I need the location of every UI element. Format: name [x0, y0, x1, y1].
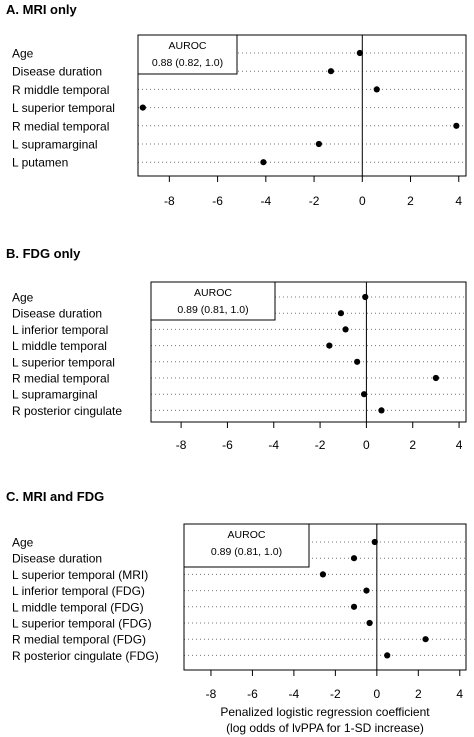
row-label: L middle temporal: [12, 339, 107, 353]
x-tick-label: -2: [309, 194, 320, 208]
chart-panel-1: A. MRI only AUROC 0.88 (0.82, 1.0) Age Disea…: [6, 2, 467, 208]
x-tick-label: 0: [359, 194, 366, 208]
panel-title: B. FDG only: [6, 246, 81, 261]
panel-title: C. MRI and FDG: [6, 489, 104, 504]
data-point: [350, 555, 358, 562]
data-point: [362, 293, 369, 301]
row-label: L putamen: [12, 156, 68, 170]
data-point: [422, 636, 429, 643]
chart-panel-3: C. MRI and FDG AUROC 0.89 (0.81, 1.0) Age Di…: [6, 489, 467, 735]
row-label: Disease duration: [12, 307, 102, 321]
row-label: R posterior cingulate (FDG): [12, 649, 159, 663]
data-point: [384, 652, 391, 659]
x-tick-label: -8: [164, 194, 175, 208]
row-label: Age: [12, 47, 34, 61]
x-tick-label: 2: [415, 687, 422, 701]
x-tick-label: 4: [455, 194, 462, 208]
row-label: L inferior temporal (FDG): [12, 584, 145, 598]
x-tick-label: 4: [456, 438, 463, 452]
data-point: [432, 374, 439, 382]
x-tick-label: 2: [407, 194, 414, 208]
row-label: Disease duration: [12, 65, 102, 79]
x-axis-title: Penalized logistic regression coefficien…: [220, 705, 430, 719]
row-label: L superior temporal (FDG): [12, 617, 152, 631]
data-point: [315, 140, 322, 148]
x-tick-label: 0: [373, 687, 380, 701]
data-point: [360, 391, 368, 398]
data-point: [354, 358, 361, 365]
data-point: [139, 104, 146, 111]
row-label: Age: [12, 291, 34, 305]
data-point: [319, 571, 327, 578]
data-point: [327, 68, 335, 75]
x-tick-label: 4: [456, 687, 463, 701]
x-tick-label: -2: [315, 438, 326, 452]
row-label: L middle temporal (FDG): [12, 600, 144, 614]
data-point: [350, 603, 358, 610]
auroc-box: [137, 34, 238, 75]
data-point: [363, 587, 370, 594]
data-point: [378, 407, 385, 414]
auroc-label: AUROC: [228, 529, 266, 541]
data-point: [342, 326, 349, 333]
row-label: R medial temporal: [12, 372, 109, 386]
row-label: L supramarginal: [12, 138, 98, 152]
row-label: R medial temporal (FDG): [12, 633, 146, 647]
row-label: R medial temporal: [12, 119, 109, 133]
row-label: L supramarginal: [12, 388, 98, 402]
auroc-label: AUROC: [169, 40, 207, 52]
row-label: R middle temporal: [12, 83, 109, 97]
auroc-box: [150, 281, 276, 321]
x-tick-label: -4: [268, 438, 279, 452]
x-tick-label: -2: [330, 687, 341, 701]
x-tick-label: -6: [212, 194, 223, 208]
data-point: [453, 122, 460, 129]
row-label: Age: [12, 536, 34, 550]
row-label: L superior temporal: [12, 355, 115, 369]
row-label: L inferior temporal: [12, 323, 108, 337]
auroc-label: AUROC: [194, 287, 232, 299]
x-tick-label: -4: [260, 194, 271, 208]
data-point: [373, 86, 380, 93]
data-point: [337, 310, 345, 317]
x-tick-label: -8: [176, 438, 187, 452]
data-point: [356, 49, 363, 57]
row-label: R posterior cingulate: [12, 404, 122, 418]
auroc-value: 0.89 (0.81, 1.0): [211, 546, 282, 558]
chart-panel-2: B. FDG only AUROC 0.89 (0.81, 1.0) Age Disea…: [6, 246, 467, 452]
row-label: L superior temporal (MRI): [12, 568, 148, 582]
x-tick-label: 0: [363, 438, 370, 452]
auroc-value: 0.88 (0.82, 1.0): [152, 57, 223, 69]
data-point: [260, 159, 267, 166]
panel-title: A. MRI only: [6, 2, 78, 17]
auroc-box: [183, 523, 310, 568]
x-axis-title: (log odds of lvPPA for 1-SD increase): [226, 721, 424, 735]
x-tick-label: 2: [409, 438, 416, 452]
x-tick-label: -4: [289, 687, 300, 701]
x-tick-label: -6: [247, 687, 258, 701]
x-tick-label: -8: [206, 687, 217, 701]
data-point: [371, 538, 378, 546]
auroc-value: 0.89 (0.81, 1.0): [177, 304, 248, 316]
data-point: [326, 342, 333, 349]
x-tick-label: -6: [222, 438, 233, 452]
row-label: Disease duration: [12, 552, 102, 566]
row-label: L superior temporal: [12, 101, 115, 115]
data-point: [366, 619, 373, 627]
